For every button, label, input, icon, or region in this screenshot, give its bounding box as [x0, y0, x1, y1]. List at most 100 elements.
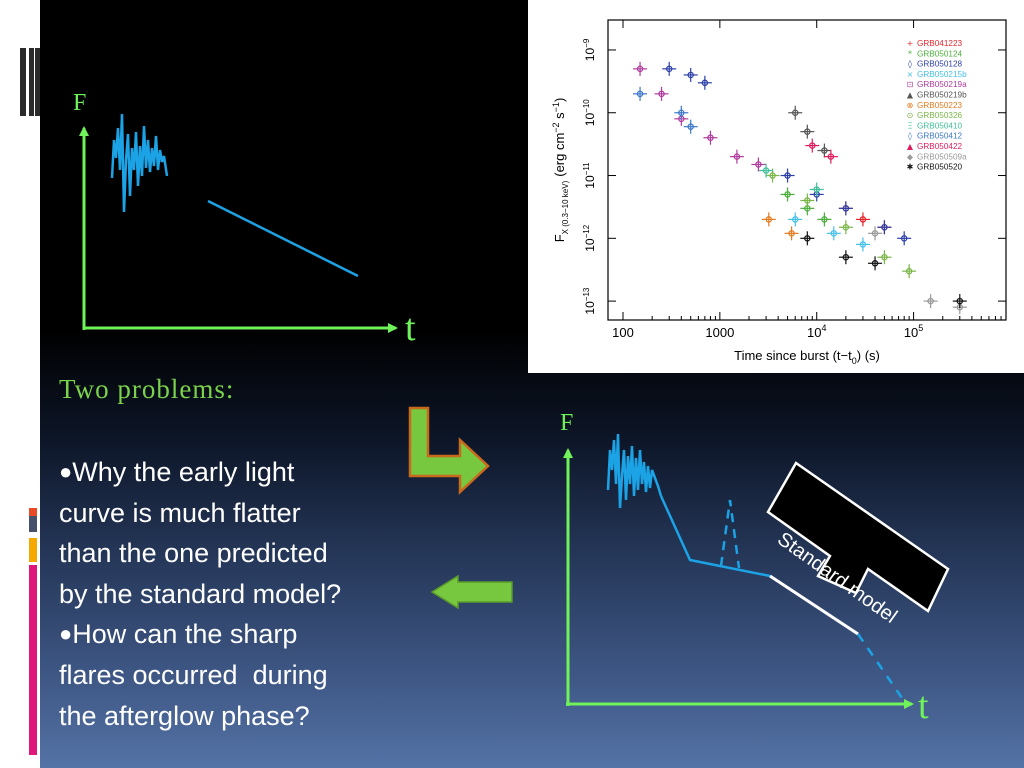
- grb-lightcurve-plot: 100 1000 104 105 10−9 10−10 10−11 10−12 10−13 + G…: [528, 0, 1024, 373]
- legend-entry: + GRB041223: [907, 39, 963, 48]
- legend-label: GRB050223: [917, 101, 963, 110]
- problems-title: Two problems:: [59, 374, 235, 404]
- legend-symbol: ▲: [907, 142, 914, 151]
- data-point: [674, 105, 689, 120]
- standard-model-segment: [769, 574, 859, 636]
- bottom-f-label: F: [560, 410, 574, 436]
- data-point: [800, 124, 815, 139]
- legend-entry: ◊ GRB050412: [908, 132, 962, 141]
- legend-label: GRB050326: [917, 111, 963, 120]
- data-point: [780, 187, 795, 202]
- data-point: [784, 226, 799, 241]
- legend-label: GRB050219b: [917, 91, 967, 100]
- legend-entry: ◊ GRB050128: [908, 60, 962, 69]
- data-point: [902, 264, 917, 279]
- legend-label: GRB041223: [917, 39, 963, 48]
- legend-entry: ▲ GRB050422: [907, 142, 963, 151]
- deco-bar: [29, 516, 37, 532]
- legend-entry: ▲ GRB050219b: [907, 91, 967, 100]
- legend-symbol: ×: [907, 70, 914, 79]
- plot-ticks: 100 1000 104 105 10−9 10−10 10−11 10−12 10−13: [582, 20, 1007, 340]
- legend-entry: ◆ GRB050509a: [907, 152, 967, 161]
- data-point: [823, 149, 838, 164]
- data-point: [952, 294, 967, 309]
- x-tick-label: 100: [612, 325, 634, 340]
- data-point: [780, 168, 795, 183]
- data-point: [662, 61, 677, 76]
- legend-entry: * GRB050124: [908, 49, 963, 58]
- y-axis-label: FX (0.3−10 keV)(erg cm−2 s−1): [551, 98, 570, 243]
- prompt-emission-spikes: [110, 113, 169, 213]
- y-tick-label: 10−12: [582, 224, 597, 251]
- legend-label: GRB050410: [917, 121, 963, 130]
- data-point: [683, 67, 698, 82]
- deco-bar: [29, 538, 37, 562]
- legend-symbol: ⊗: [907, 101, 914, 110]
- data-point: [838, 201, 853, 216]
- legend-symbol: ◆: [907, 152, 914, 161]
- data-point: [809, 182, 824, 197]
- data-point: [683, 119, 698, 134]
- plot-legend: + GRB041223* GRB050124 ◊ GRB050128× GRB050215…: [907, 39, 967, 172]
- data-point: [729, 149, 744, 164]
- data-point: [868, 256, 883, 271]
- data-point: [761, 212, 776, 227]
- data-point: [877, 250, 892, 265]
- legend-symbol: +: [907, 39, 914, 48]
- legend-label: GRB050520: [917, 163, 963, 172]
- legend-label: GRB050215b: [917, 70, 967, 79]
- legend-label: GRB050128: [917, 60, 963, 69]
- x-tick-label: 104: [807, 323, 826, 340]
- legend-label: GRB050219a: [917, 80, 967, 89]
- left-arrow: [430, 574, 513, 610]
- data-point: [788, 212, 803, 227]
- data-point: [800, 231, 815, 246]
- legend-symbol: *: [908, 49, 912, 58]
- data-point: [654, 86, 669, 101]
- bottom-t-label: t: [918, 685, 929, 727]
- standard-model-callout: [766, 461, 950, 613]
- data-point: [800, 193, 815, 208]
- legend-entry: ⊗ GRB050223: [907, 101, 963, 110]
- elbow-arrow: [408, 406, 490, 495]
- x-axis-label: Time since burst (t−t0) (s): [734, 348, 880, 366]
- deco-bar: [29, 565, 37, 755]
- data-point: [703, 130, 718, 145]
- data-point: [855, 212, 870, 227]
- legend-entry: × GRB050215b: [907, 70, 967, 79]
- legend-entry: ✱ GRB050520: [907, 163, 963, 172]
- problem-2: ●How can the sharp flares occurred durin…: [59, 619, 328, 731]
- legend-symbol: ✱: [907, 163, 914, 172]
- afterglow-decay-line: [207, 199, 359, 278]
- data-point: [759, 163, 774, 178]
- legend-label: GRB050509a: [917, 152, 967, 161]
- late-decay-dashed: [856, 633, 904, 699]
- data-point: [805, 138, 820, 153]
- flare-dashed: [719, 499, 741, 569]
- problem-1: ●Why the early light curve is much flatt…: [59, 457, 342, 609]
- callout-shape: [766, 461, 950, 613]
- legend-entry: ⊙ GRB050326: [907, 111, 963, 120]
- legend-symbol: ⊡: [907, 80, 914, 89]
- deco-bar: [20, 48, 26, 116]
- deco-bar: [29, 48, 34, 116]
- data-point: [751, 157, 766, 172]
- legend-label: GRB050412: [917, 132, 963, 141]
- x-tick-label: 1000: [705, 325, 734, 340]
- data-point: [788, 105, 803, 120]
- data-point: [897, 231, 912, 246]
- legend-symbol: ◊: [908, 60, 912, 69]
- sketch-bottom: [563, 433, 914, 709]
- data-point: [826, 226, 841, 241]
- legend-symbol: ⊙: [907, 111, 914, 120]
- bullet-icon: ●: [59, 459, 73, 484]
- legend-symbol: ◊: [908, 132, 912, 141]
- data-point: [633, 61, 648, 76]
- deco-bar: [35, 48, 40, 116]
- data-point: [838, 250, 853, 265]
- y-tick-label: 10−11: [582, 162, 597, 189]
- sketch-top: [79, 113, 398, 333]
- plot-marks: [633, 61, 967, 315]
